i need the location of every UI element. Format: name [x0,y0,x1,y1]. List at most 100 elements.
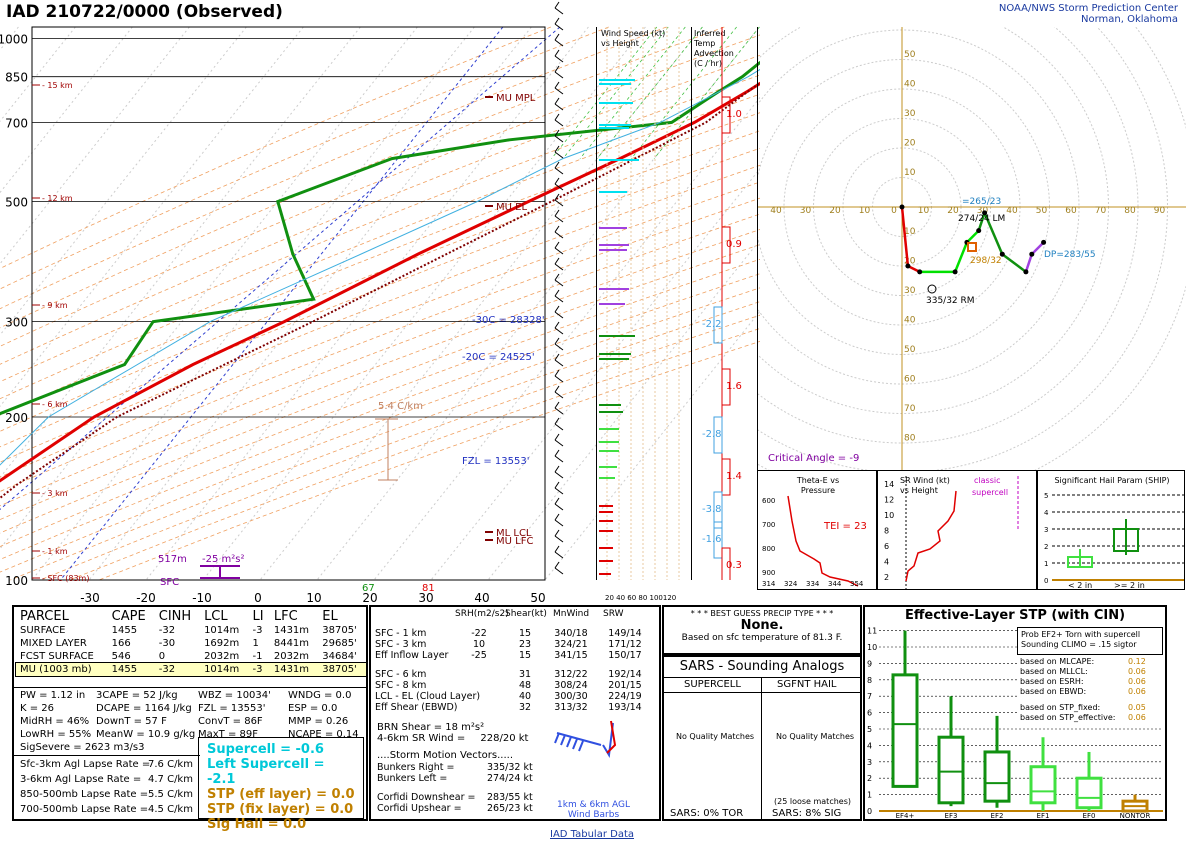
theta-tei: TEI = 23 [823,521,867,532]
table-row: MU (1003 mb) 1455 -32 1014m -3 1431m 38705' [15,662,367,677]
lapse-row: Sfc-3km Agl Lapse Rate = 7.6 C/km [20,759,193,770]
hodo-point [999,251,1005,257]
table-row: SFC - 1 km -22 15 340/18 149/14 [375,628,642,639]
height-label: - 1 km [42,547,68,556]
stp-y-label: 6 [867,709,872,718]
stp-y-label: 2 [867,774,872,783]
wind-speed-bar [599,358,629,360]
lapse-row: 850-500mb Lapse Rate = 5.5 C/km [20,789,193,800]
sfc-dewpoint: 67 [362,583,375,594]
theta-y-label: 700 [762,521,775,529]
stp-box [1029,765,1057,805]
brn-shear: BRN Shear = 18 m²s² [377,722,485,733]
analogs-title: SARS - Sounding Analogs [679,659,845,674]
wind-speed-bar [599,450,619,452]
stp-y-label: 7 [867,692,872,701]
srw-title2: vs Height [900,486,938,495]
fzl-label: FZL = 13553' [462,456,529,467]
hodo-y-label: 50 [904,50,916,60]
pressure-label: 300 [5,316,28,330]
wind-speed-bar [599,466,617,468]
theta-y-label: 800 [762,545,775,553]
mu-el-label: MU EL [496,202,527,213]
m20-label: -20C = 24525' [462,352,535,363]
hodo-dp: DP=283/55 [1044,250,1096,260]
hodo-point [917,269,923,275]
srw-y-label: 4 [884,558,889,567]
table-row: SURFACE 1455 -32 1014m -3 1431m 38705' [20,625,357,636]
vectors-title: ....Storm Motion Vectors..... [377,750,514,761]
ship-y-label: 0 [1044,577,1048,585]
theta-title: Theta-E vs [796,476,839,485]
table-row: Eff Inflow Layer -25 15 341/15 150/17 [375,650,642,661]
temp-tick-label: 50 [530,591,545,605]
stp-based-row: based on MLLCL: 0.06 [1017,667,1163,677]
agl-barbs [554,720,617,758]
m30-label: -30C = 28328' [472,315,545,326]
height-label: - 12 km [42,194,73,203]
temp-adv-box [721,547,731,580]
hodo-y-label: 20 [904,257,916,267]
theta-x-label: 334 [806,580,820,588]
analog-nq1: No Quality Matches [676,732,755,741]
parcel-panel: PARCEL CAPE CINH LCL LI LFC EL SURFACE 1455 -32 1… [12,605,368,832]
parcel-indices: PW = 1.12 in 3CAPE = 52 J/kg WBZ = 10034' W… [20,689,366,741]
parcel-header: LCL [204,609,228,624]
temp-adv-value: -2.8 [702,429,722,440]
parcel-header: CINH [158,609,192,624]
composite-value: Sig Hail = 0.0 [207,817,307,832]
wind-speed-panel: Wind Speed (kt) vs Height 20 40 60 80 100… [596,27,692,602]
hodo-mean: 298/32 [970,256,1002,266]
theta-x-label: 324 [784,580,798,588]
index-row: PW = 1.12 in 3CAPE = 52 J/kg WBZ = 10034' W… [20,690,352,701]
stp-based-row: based on ESRH: 0.06 [1017,677,1163,687]
srw-y-label: 8 [884,527,889,536]
composite-params: Supercell = -0.6 Left Supercell = -2.1 STP… [198,737,364,832]
table-row: SFC - 6 km 31 312/22 192/14 [375,669,642,680]
hodo-x-label: 30 [800,206,812,216]
hodo-x-label: 20 [829,206,841,216]
wind-speed-bar [599,335,635,337]
stp-y-label: 11 [867,627,877,636]
wind-speed-bar [599,102,633,104]
temp-adv-box [721,458,731,496]
analog-sars1: SARS: 0% TOR [670,808,744,819]
temp-tick-label: 40 [474,591,489,605]
wind-speed-bar [599,288,629,290]
srw-panel: SR Wind (kt) vs Height classic supercell 14 1… [877,470,1037,590]
wind-speed-bar [599,244,629,246]
stp-category: NONTOR [1120,812,1151,819]
wind-speed-ticks: 20 40 60 80 100120 [605,594,677,602]
temp-tick-label: 30 [418,591,433,605]
analog-col2: SGFNT HAIL [777,679,837,690]
org-line1: NOAA/NWS Storm Prediction Center [998,3,1178,14]
parcel-header: PARCEL [20,609,69,624]
page-title: IAD 210722/0000 (Observed) [6,2,283,22]
hodo-x-label: 90 [1154,206,1166,216]
wind-speed-bar [599,124,631,126]
temp-adv-value: -3.8 [702,504,722,515]
height-label: - 9 km [42,301,68,310]
kin-header: Shear(kt) [505,609,547,619]
skewt-chart: 100 200 300 500 700 850 1000 -30 -20 -10 0 10 20 30 40… [0,26,760,605]
ship-y-label: 3 [1044,526,1048,534]
srw-title: SR Wind (kt) [900,476,950,485]
hodo-point [1029,251,1035,257]
table-row: SFC - 3 km 10 23 324/21 171/12 [375,639,642,650]
tabular-link[interactable]: IAD Tabular Data [550,829,635,840]
theta-x-label: 354 [850,580,864,588]
srw-chart: SR Wind (kt)vs Height classic supercell 14 1… [884,476,1019,589]
ship-lt: < 2 in [1068,581,1092,590]
srw-note2: supercell [972,488,1008,497]
kin-header: MnWind [553,609,590,619]
srw-y-label: 10 [884,511,894,520]
temp-tick-label: 20 [362,591,377,605]
lapse-row: 700-500mb Lapse Rate = 4.5 C/km [20,804,193,815]
table-row: SFC - 8 km 48 308/24 201/15 [375,680,642,691]
hodo-x-label: 50 [1036,206,1048,216]
stp-based-row: based on MLCAPE: 0.12 [1017,657,1163,667]
lapse-rates: Sfc-3km Agl Lapse Rate = 7.6 C/km 3-6km Ag… [20,757,200,817]
table-row: Eff Shear (EBWD) 32 313/32 193/14 [375,702,642,713]
analogs-panel: SARS - Sounding Analogs SUPERCELL SGFNT … [662,655,862,821]
hodo-rm: 335/32 RM [926,296,975,306]
